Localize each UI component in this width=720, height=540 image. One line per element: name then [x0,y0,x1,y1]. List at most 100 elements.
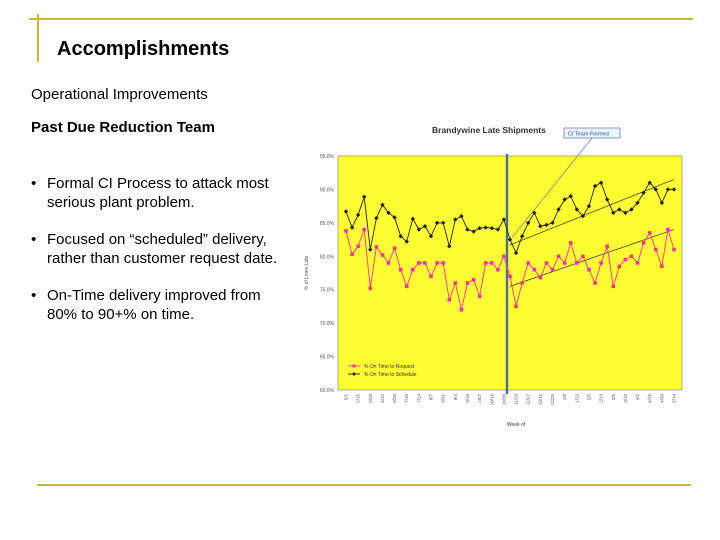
x-tick-label: 11/27 [526,394,531,405]
schedule-point [574,207,580,212]
request-point [629,254,634,259]
request-point [483,261,488,265]
request-point [362,227,367,232]
schedule-point [507,237,513,242]
plot-area [337,155,683,391]
request-point [532,267,537,272]
request-point [666,227,670,232]
schedule-point [471,229,476,234]
schedule-point [440,220,446,226]
bullet-list: • Formal CI Process to attack most seriou… [31,174,293,342]
schedule-point [489,226,494,231]
y-tick-label: 60.0% [320,388,335,394]
request-point [368,286,373,291]
bullet-text: Focused on “scheduled” delivery, rather … [47,231,278,267]
schedule-point [617,207,622,212]
schedule-point [580,213,586,219]
y-tick-label: 65.0% [320,355,335,361]
legend-label-schedule: % On Time to Schedule [364,372,417,378]
x-tick-label: 10/16 [489,394,494,406]
legend-marker-request [352,364,356,368]
annotation-label: CI Team Formed [568,132,609,138]
legend-box [344,360,448,380]
request-point [605,244,609,249]
schedule-point [532,210,537,216]
x-tick-label: 12/25 [550,394,555,406]
request-point [653,247,658,252]
request-point [386,261,391,265]
schedule-point [538,224,543,229]
x-tick-label: 1/8 [562,394,567,401]
trend-line-schedule [509,179,675,246]
request-point [526,261,531,265]
request-point [587,267,591,272]
schedule-point [386,210,391,216]
request-point [496,267,500,272]
request-point [550,267,555,272]
title-accent-vertical-rule [37,14,39,62]
schedule-point [635,200,640,205]
request-point [660,264,664,269]
schedule-point [665,187,671,192]
request-point [647,231,652,235]
x-tick-label: 5/15 [356,394,361,403]
request-point [453,281,458,285]
schedule-point [447,244,452,249]
request-point [641,241,646,245]
request-point [635,261,640,265]
bullet-text: On-Time delivery improved from 80% to 90… [47,287,261,323]
x-tick-label: 4/30 [659,394,664,403]
schedule-point [374,215,379,221]
request-point [508,274,512,279]
request-point [575,261,579,265]
schedule-point [392,215,397,220]
bullet-icon: • [31,231,37,248]
x-tick-label: 7/24 [416,394,421,403]
x-tick-label: 5/29 [368,394,373,403]
x-tick-label: 8/21 [441,394,446,403]
x-tick-label: 10/2 [477,394,482,403]
request-point [568,241,573,245]
request-point [350,252,354,257]
bullet-item: • Formal CI Process to attack most seriou… [31,174,293,212]
schedule-point [349,225,355,230]
x-tick-label: 6/26 [392,394,397,403]
section-heading: Past Due Reduction Team [31,119,215,136]
request-point [556,254,561,259]
request-point [544,261,549,265]
request-point [356,244,360,249]
request-point [502,254,506,259]
annotation-leader [511,137,593,238]
schedule-point [477,226,482,231]
request-point [429,274,433,279]
y-tick-label: 90.0% [320,187,335,193]
x-tick-label: 9/18 [465,394,470,403]
bullet-icon: • [31,175,37,192]
schedule-point [641,190,646,195]
request-point [581,254,585,259]
request-point [617,264,622,269]
request-point [599,261,603,265]
x-tick-label: 1/22 [574,394,579,403]
trend-line-request [509,229,675,287]
late-shipments-chart: Brandywine Late Shipments 95.0% 90.0% 85.0%… [304,125,683,428]
request-point [411,267,415,272]
bullet-item: • Focused on “scheduled” delivery, rather… [31,230,293,268]
request-point [398,267,403,272]
slide-title: Accomplishments [57,38,230,60]
schedule-point [404,239,409,244]
y-tick-label: 70.0% [320,321,335,327]
request-point [562,261,567,265]
schedule-point [659,200,665,205]
request-point [404,284,409,289]
x-axis-label: Week of [507,422,526,428]
y-tick-label: 95.0% [320,154,335,160]
bullet-text: Formal CI Process to attack most serious… [47,175,269,211]
x-tick-label: 8/7 [429,394,434,401]
legend-label-request: % On Time to Request [364,364,415,370]
schedule-point [380,202,385,208]
x-tick-label: 6/12 [380,394,385,403]
bullet-icon: • [31,287,37,304]
y-axis-label: % of Lines Late [304,256,310,291]
schedule-point [568,193,573,199]
